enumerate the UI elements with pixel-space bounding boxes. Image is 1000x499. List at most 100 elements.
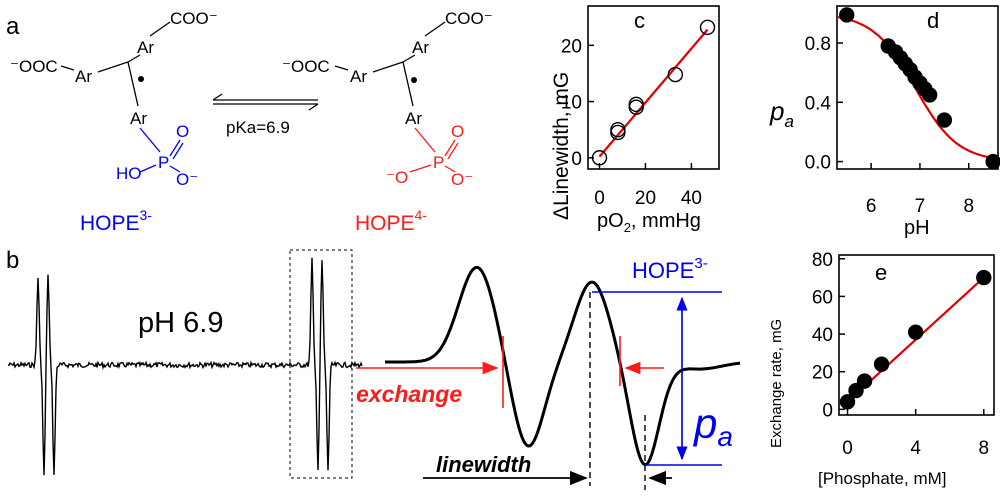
exchange-label: exchange: [356, 381, 462, 407]
panel-d-frame: [836, 5, 999, 170]
panel-d-ylabel: pa: [769, 96, 794, 131]
right-p: P: [433, 153, 444, 172]
structure-hope3: ⁻OOC Ar Ar COO⁻ Ar P HO O O⁻: [10, 9, 218, 189]
pa-label: pa: [692, 400, 733, 452]
right-ominus1: ⁻O: [386, 168, 408, 187]
data-point: [699, 19, 716, 36]
y-tick-label: 20: [561, 36, 582, 57]
right-coo: COO⁻: [445, 9, 493, 28]
data-point: [628, 96, 644, 113]
panel-c: c 0 20 40 0 10 20 ΔLinewidth, mG pO2, mmHg: [550, 5, 720, 235]
data-point: [936, 112, 953, 128]
equilibrium-arrows: [212, 93, 319, 111]
hope4-label: HOPE4-: [355, 207, 427, 235]
right-radical-dot: [411, 77, 417, 83]
hope3-label: HOPE3-: [80, 207, 152, 235]
y-tick-label: 20: [812, 363, 833, 384]
left-ominus: O⁻: [176, 170, 198, 189]
panel-e-frame: [838, 254, 995, 416]
left-ho: HO: [116, 164, 142, 183]
panel-e-xlabel: [Phosphate, mM]: [818, 469, 947, 488]
right-ar2: Ar: [412, 38, 429, 57]
left-coo: COO⁻: [170, 9, 218, 28]
data-point: [610, 124, 626, 141]
right-ar3: Ar: [405, 109, 422, 128]
x-tick-label: 7: [915, 196, 926, 217]
data-point: [667, 66, 684, 83]
left-o: O: [176, 122, 189, 141]
x-tick-label: 8: [978, 438, 989, 459]
right-o: O: [451, 122, 464, 141]
fit-curve: [836, 15, 999, 160]
x-tick-label: 8: [963, 196, 974, 217]
data-point: [839, 394, 856, 410]
left-ar1: Ar: [75, 67, 92, 86]
right-ominus2: O⁻: [451, 170, 473, 189]
x-tick-label: 0: [594, 188, 605, 209]
y-tick-label: 80: [812, 250, 833, 271]
left-ar2: Ar: [137, 38, 154, 57]
y-tick-label: 60: [812, 287, 833, 308]
panel-d-letter: d: [927, 8, 939, 33]
data-point: [839, 7, 855, 23]
panel-b: b pH 6.9 HOPE3- pa exchange linewidth: [6, 247, 741, 490]
data-point: [976, 269, 992, 286]
left-ooc: ⁻OOC: [10, 57, 58, 76]
panel-a-letter: a: [6, 13, 20, 40]
y-tick-label: 0.4: [805, 93, 832, 114]
panel-d: d 6 7 8 0.0 0.4 0.8 pa pH: [769, 5, 1000, 239]
left-ar3: Ar: [130, 109, 147, 128]
data-point: [591, 150, 608, 166]
hope3-peak-label: HOPE3-: [632, 255, 708, 283]
right-phosphate-bonds: [409, 127, 459, 173]
linewidth-label: linewidth: [436, 452, 531, 477]
data-point: [873, 356, 890, 372]
panel-d-marks: [836, 7, 1000, 170]
panel-c-xlabel: pO2, mmHg: [597, 210, 701, 235]
right-ar1: Ar: [350, 67, 367, 86]
x-tick-label: 4: [910, 438, 921, 459]
zoomed-line-trace: [385, 265, 741, 467]
zoom-box: [289, 249, 353, 479]
panel-e-ylabel: Exchange rate, mG: [768, 319, 785, 448]
data-point: [907, 324, 924, 340]
panel-b-letter: b: [6, 247, 19, 274]
panel-c-frame: [587, 5, 720, 170]
y-tick-label: 0.8: [805, 34, 831, 55]
y-tick-label: 0: [571, 149, 582, 170]
right-ooc: ⁻OOC: [282, 57, 330, 76]
panel-e-letter: e: [875, 260, 887, 285]
panel-a: a ⁻OOC Ar Ar COO⁻ Ar P HO O O⁻: [6, 9, 493, 235]
panel-d-xlabel: pH: [904, 217, 930, 239]
structure-hope4: ⁻OOC Ar Ar COO⁻ Ar P ⁻O O O⁻: [282, 9, 493, 189]
panel-c-marks: [591, 19, 716, 166]
y-tick-label: 0: [822, 400, 833, 421]
left-phosphate-bonds: [139, 127, 184, 173]
y-tick-label: 40: [812, 325, 833, 346]
ph-label: pH 6.9: [138, 307, 223, 339]
x-tick-label: 20: [635, 188, 656, 209]
x-tick-label: 6: [866, 196, 877, 217]
panel-c-axes: 0 20 40 0 10 20: [561, 36, 702, 209]
y-tick-label: 0.0: [805, 153, 831, 174]
left-bonds: [60, 21, 171, 107]
data-point: [921, 87, 938, 103]
x-tick-label: 0: [842, 438, 853, 459]
panel-c-ylabel: ΔLinewidth, mG: [550, 72, 573, 220]
x-tick-label: 40: [681, 188, 702, 209]
pka-label: pKa=6.9: [226, 118, 290, 137]
y-tick-label: 10: [561, 93, 582, 114]
data-point: [628, 99, 644, 115]
data-point: [985, 153, 1000, 170]
fit-line: [598, 28, 709, 158]
left-p: P: [158, 153, 169, 172]
left-radical-dot: [138, 76, 144, 82]
esr-spectrum-trace: [7, 257, 363, 476]
data-point: [848, 382, 864, 399]
data-point: [856, 373, 873, 389]
right-bonds: [334, 21, 446, 107]
panel-d-axes: 6 7 8 0.0 0.4 0.8: [805, 34, 974, 217]
